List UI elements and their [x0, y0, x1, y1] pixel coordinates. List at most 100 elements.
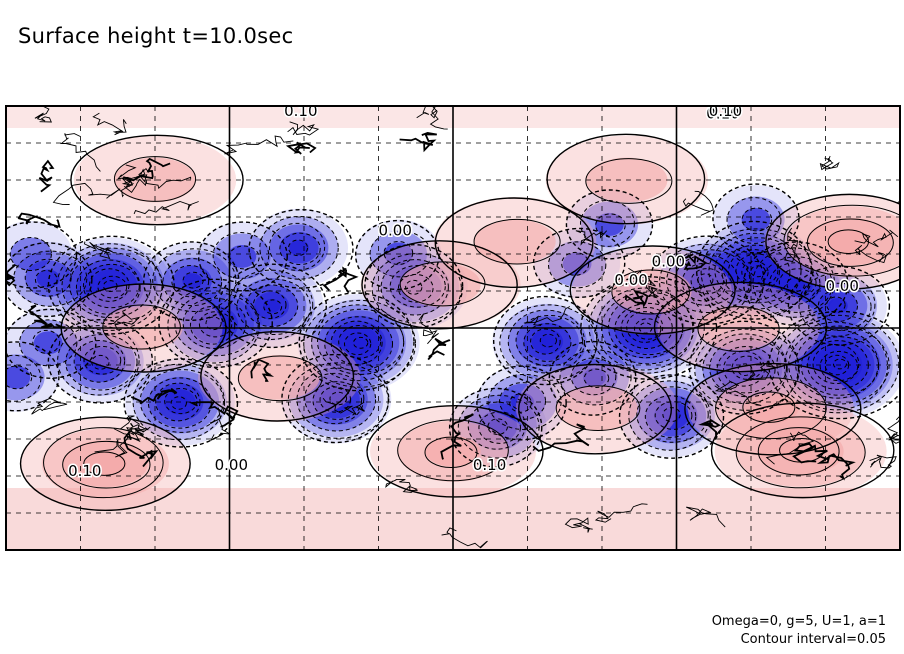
contour-ring: [298, 292, 415, 392]
chart-title: Surface height t=10.0sec: [18, 24, 294, 48]
shade-level: [828, 229, 872, 254]
contour-ring: [778, 268, 817, 297]
contour-ring: [595, 213, 626, 238]
zero-contour: [819, 155, 840, 171]
contour-ring: [248, 208, 354, 289]
contour-ring: [457, 394, 540, 459]
contour-ring: [653, 281, 828, 373]
contour-ring: [684, 362, 862, 456]
zero-contour: [52, 182, 121, 206]
zero-contour: [121, 168, 150, 188]
contour-ring: [448, 387, 543, 468]
contour-ring: [565, 189, 654, 260]
contour-ring: [102, 304, 181, 350]
contour-ring: [43, 427, 164, 499]
zero-contour: [418, 313, 439, 345]
shade-level: [539, 335, 556, 348]
zero-contour: [440, 413, 474, 460]
contour-ring: [361, 240, 518, 330]
shade-level: [33, 331, 63, 355]
zero-contour: [427, 337, 451, 361]
zero-contour: [564, 517, 593, 533]
plot-frame: [5, 105, 901, 551]
contour-ring: [296, 367, 377, 432]
zero-contour: [250, 358, 275, 382]
contour-ring: [737, 363, 753, 377]
contour-ring: [723, 350, 765, 387]
contour-ring: [548, 241, 607, 289]
contour-ring: [644, 395, 697, 438]
contour-ring: [570, 357, 617, 396]
contour-ring: [618, 374, 725, 459]
contour-ring: [24, 258, 72, 297]
contour-ring: [473, 218, 561, 265]
shade-level: [6, 342, 59, 412]
contour-ring: [826, 296, 846, 314]
contour-ring: [695, 220, 813, 320]
contour-ring: [75, 259, 141, 315]
zero-contour: [92, 112, 127, 136]
contour-ring: [56, 243, 163, 331]
contour-ring: [83, 451, 126, 476]
zero-contour: [784, 227, 801, 263]
zero-contour: [854, 229, 899, 248]
low-center-11: [6, 308, 92, 378]
shade-level: [741, 208, 771, 231]
contour-ring: [681, 262, 727, 302]
contour-ring: [509, 393, 532, 413]
contour-ring: [32, 329, 61, 354]
contour-label: 0.10: [473, 456, 506, 474]
contour-ring: [588, 280, 705, 374]
contour-ring: [710, 402, 895, 499]
shade-level: [182, 273, 203, 289]
contour-ring: [366, 404, 544, 498]
contour-ring: [212, 232, 270, 279]
shade-level: [351, 337, 366, 349]
contour-ring: [162, 258, 223, 307]
contour-ring: [812, 344, 860, 384]
contour-ring: [352, 336, 369, 349]
zero-contour: [686, 506, 726, 528]
zero-contour: [887, 415, 900, 444]
zero-contour: [765, 431, 815, 465]
contour-ring: [735, 416, 866, 489]
shade-level: [828, 297, 848, 314]
contour-ring: [634, 318, 662, 340]
shade-level: [227, 245, 257, 268]
zero-contour: [117, 164, 137, 198]
contour-ring: [499, 304, 598, 381]
zero-contour: [224, 135, 294, 155]
contour-ring: [626, 311, 664, 343]
grid-lines: [6, 106, 900, 550]
contour-ring: [765, 193, 900, 290]
contour-ring: [319, 386, 352, 413]
contour-ring: [555, 385, 641, 431]
contour-ring: [380, 259, 449, 316]
zero-contour: [6, 264, 16, 287]
shade-level: [556, 385, 638, 431]
contour-ring: [171, 264, 210, 298]
zero-contour: [322, 266, 359, 294]
contour-ring: [548, 340, 637, 416]
contour-ring: [324, 316, 394, 372]
contour-ring: [6, 354, 42, 402]
contour-label: 0.00: [215, 456, 248, 474]
contour-ring: [817, 289, 859, 322]
contour-ring: [303, 299, 416, 388]
contour-ring: [561, 251, 590, 276]
contour-ring: [760, 256, 833, 313]
zero-contour: [84, 241, 113, 260]
zero-contour: [532, 423, 590, 452]
contour-ring: [424, 436, 478, 469]
contour-ring: [198, 311, 233, 338]
contour-ring: [697, 306, 780, 352]
contour-ring: [287, 362, 389, 439]
contour-label: 0.00: [826, 277, 859, 295]
contour-ring: [487, 418, 509, 436]
contour-ring: [731, 355, 763, 380]
contour-ring: [694, 328, 800, 411]
contour-ring: [523, 323, 572, 362]
contour-ring: [806, 218, 894, 267]
zero-contour: [430, 106, 438, 119]
